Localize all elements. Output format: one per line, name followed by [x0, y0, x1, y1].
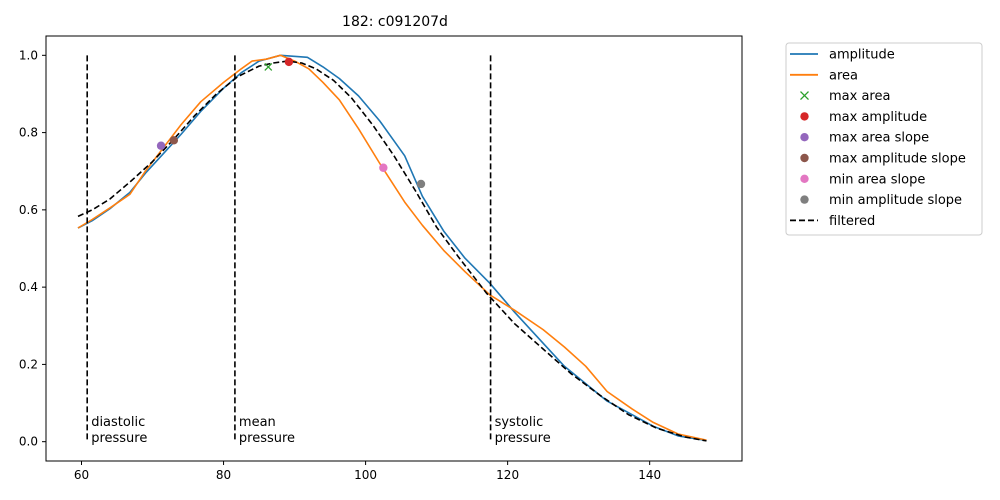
marker-max-amplitude-slope [169, 136, 179, 145]
pressure-label-line2: pressure [239, 431, 295, 446]
pressure-label-line2: pressure [91, 431, 147, 446]
legend-entry-min-amplitude-slope-label: min amplitude slope [829, 193, 962, 208]
y-tick-label: 0.8 [19, 126, 38, 140]
legend-entry-max-area-slope-swatch [800, 133, 809, 142]
legend-entry-area-label: area [829, 68, 858, 83]
series-area [77, 54, 707, 441]
legend-entry-filtered: filtered [790, 214, 875, 229]
x-tick-label: 60 [74, 468, 89, 482]
pressure-label-line1: diastolic [91, 415, 145, 430]
plot-area: 60 80 100 120 140 0.0 0.2 0.4 0.6 0.8 1.0 diastolic… [19, 35, 743, 482]
y-tick-label: 1.0 [19, 48, 38, 62]
legend-entry-min-amplitude-slope: min amplitude slope [800, 193, 962, 208]
chart-title: 182: c091207d [342, 14, 448, 30]
marker-min-amplitude-slope [416, 179, 426, 189]
x-tick-label: 140 [638, 468, 661, 482]
axes-frame [45, 35, 743, 462]
marker-max-area-stroke-b [264, 62, 273, 71]
legend-entry-max-amplitude-slope-label: max amplitude slope [829, 152, 966, 167]
y-tick-label: 0.6 [19, 203, 38, 217]
y-tick-label: 0.4 [19, 280, 38, 294]
x-tick-label: 120 [496, 468, 519, 482]
legend-entry-max-area-slope-label: max area slope [829, 131, 929, 146]
pressure-label-line1: mean [239, 415, 276, 430]
series-amplitude [77, 54, 707, 442]
legend-entry-min-area-slope: min area slope [800, 172, 925, 187]
pressure-label-line2: pressure [495, 431, 551, 446]
legend-entry-filtered-label: filtered [829, 214, 875, 229]
pressure-label-line1: systolic [495, 415, 544, 430]
legend-entry-min-area-slope-label: min area slope [829, 172, 925, 187]
legend-entry-area: area [790, 68, 858, 83]
legend-entry-max-area: max area [800, 89, 890, 104]
legend-entry-max-amplitude-slope: max amplitude slope [800, 152, 966, 167]
legend-entry-min-area-slope-swatch [800, 174, 809, 183]
marker-max-area [264, 62, 273, 71]
y-tick-label: 0.2 [19, 357, 38, 371]
legend-entry-max-area-label: max area [829, 89, 890, 104]
legend-entry-min-amplitude-slope-swatch [800, 195, 809, 204]
legend-box [785, 42, 983, 236]
y-tick-label: 0.0 [19, 435, 38, 449]
legend-entry-max-area-slope: max area slope [800, 131, 929, 146]
series-filtered [77, 60, 707, 442]
legend-entry-max-area-swatch-b [800, 91, 809, 101]
legend-entry-max-amplitude-slope-swatch [800, 153, 809, 163]
marker-max-area-slope [156, 141, 166, 150]
legend-entry-amplitude-label: amplitude [829, 48, 895, 63]
legend-entry-amplitude: amplitude [790, 48, 895, 63]
legend: amplitude area max area max amplitude max ar… [785, 42, 983, 236]
marker-min-area-slope [379, 163, 388, 172]
x-tick-label: 100 [354, 468, 377, 482]
x-tick-label: 80 [216, 468, 231, 482]
legend-entry-max-amplitude: max amplitude [800, 110, 927, 125]
legend-entry-max-amplitude-label: max amplitude [829, 110, 927, 125]
legend-entry-max-amplitude-swatch [800, 112, 809, 121]
marker-max-amplitude [284, 57, 294, 67]
